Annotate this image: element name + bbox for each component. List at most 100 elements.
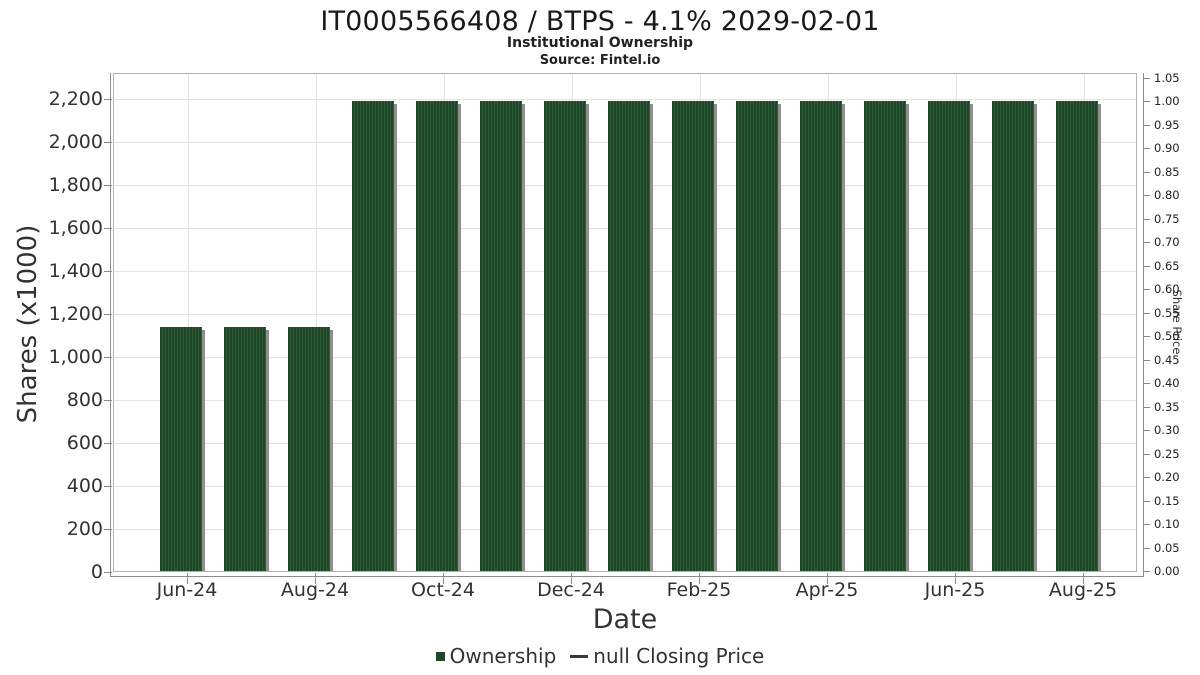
x-tick-mark [827,573,828,584]
y-tick-mark [104,400,112,402]
y2-tick-mark [1143,547,1150,549]
chart-title: IT0005566408 / BTPS - 4.1% 2029-02-01 [320,6,880,37]
x-tick-mark [571,573,572,584]
x-tick-mark [315,573,316,584]
y2-tick-mark [1143,336,1150,338]
x-tick-mark [187,573,188,584]
y-tick-mark [104,185,112,187]
y2-tick-label: 1.00 [1154,94,1180,109]
y2-tick-mark [1143,312,1150,314]
y2-tick-mark [1143,500,1150,502]
ownership-bar [288,327,330,571]
y-tick-label: 1,800 [48,174,103,197]
x-tick-mark [699,573,700,584]
ownership-bar [352,101,394,571]
y2-tick-mark [1143,289,1150,291]
y-tick-label: 2,200 [48,88,103,111]
y2-tick-label: 0.65 [1154,258,1180,273]
ownership-bar [672,101,714,571]
y2-tick-label: 0.80 [1154,188,1180,203]
right-axis-title: Share Price [1170,289,1184,355]
y2-tick-mark [1143,78,1150,79]
x-tick-label: Dec-24 [537,579,605,601]
legend-label-ownership: Ownership [449,644,557,668]
chart-source: Source: Fintel.io [539,53,661,68]
y2-tick-label: 0.75 [1154,211,1180,226]
x-tick-mark [443,573,444,584]
plot-area [113,73,1137,572]
gridline-v [188,74,189,571]
y-tick-mark [104,142,112,144]
y2-tick-label: 0.00 [1154,564,1180,578]
y2-tick-mark [1143,148,1150,150]
chart-legend: Ownership null Closing Price [0,644,1200,668]
y2-tick-label: 0.20 [1154,470,1180,485]
y-tick-mark [104,99,112,101]
x-tick-label: Jun-25 [924,579,986,601]
ownership-bar [1056,101,1098,571]
y-tick-mark [104,572,112,573]
left-axis-line [110,73,111,577]
y2-tick-label: 0.70 [1154,235,1180,250]
x-tick-label: Apr-25 [795,579,859,601]
x-tick-label: Oct-24 [411,579,475,601]
y2-tick-label: 0.15 [1154,493,1180,508]
y2-tick-mark [1143,477,1150,479]
y2-tick-label: 0.60 [1154,282,1180,297]
y-tick-label: 2,000 [48,131,103,154]
gridline-h [114,99,1136,101]
y-tick-mark [104,271,112,273]
y2-tick-mark [1143,195,1150,197]
y-tick-label: 200 [66,518,103,541]
y2-tick-label: 0.50 [1154,329,1180,344]
y2-tick-label: 0.40 [1154,376,1180,391]
x-tick-label: Feb-25 [666,579,732,601]
y2-tick-label: 1.05 [1154,71,1180,85]
chart-subtitle: Institutional Ownership [506,35,694,51]
y-tick-mark [104,314,112,316]
x-axis-title: Date [592,604,658,635]
y2-tick-mark [1143,453,1150,455]
bottom-axis-line [110,576,1144,577]
y2-tick-label: 0.30 [1154,423,1180,438]
ownership-bar [928,101,970,571]
x-tick-label: Aug-25 [1048,579,1118,601]
y-tick-label: 800 [66,389,103,412]
y2-tick-label: 0.95 [1154,117,1180,132]
y-tick-mark [104,228,112,230]
gridline-v [316,74,317,571]
y-tick-label: 1,200 [48,303,103,326]
y-tick-label: 400 [66,475,103,498]
y2-tick-mark [1143,571,1150,572]
ownership-bar [608,101,650,571]
x-tick-mark [955,573,956,584]
y2-tick-label: 0.35 [1154,399,1180,414]
y2-tick-label: 0.45 [1154,352,1180,367]
right-axis-line [1143,73,1144,577]
ownership-bar [864,101,906,571]
x-tick-mark [1083,573,1084,584]
y-tick-label: 1,600 [48,217,103,240]
ownership-bar [160,327,202,571]
y2-tick-mark [1143,242,1150,244]
y2-tick-mark [1143,359,1150,361]
y2-tick-label: 0.10 [1154,517,1180,532]
y2-tick-mark [1143,406,1150,408]
y2-tick-mark [1143,383,1150,385]
y-tick-mark [104,486,112,488]
y2-tick-label: 0.90 [1154,141,1180,156]
price-line-icon [570,654,589,658]
y2-tick-mark [1143,524,1150,526]
legend-label-closing-price: null Closing Price [593,644,765,668]
y2-tick-mark [1143,430,1150,432]
y2-tick-mark [1143,171,1150,173]
x-tick-label: Aug-24 [280,579,350,601]
legend-item-closing-price: null Closing Price [570,644,764,668]
ownership-bar [544,101,586,571]
ownership-bar [416,101,458,571]
y-tick-label: 1,400 [48,260,103,283]
y2-tick-mark [1143,265,1150,267]
ownership-bar [800,101,842,571]
y2-tick-label: 0.85 [1154,164,1180,179]
